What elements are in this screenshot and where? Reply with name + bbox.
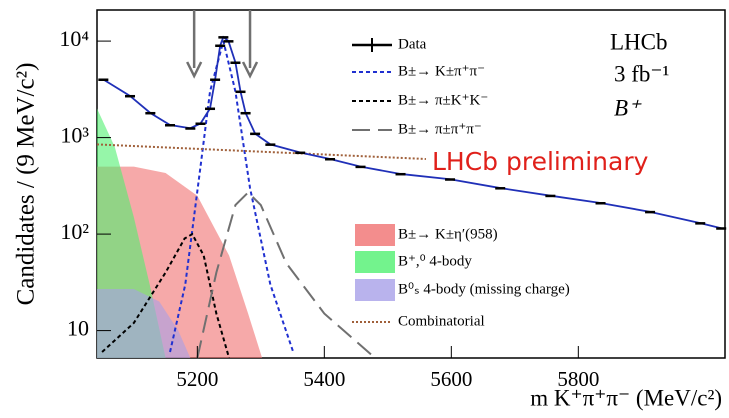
- data-point: [445, 178, 456, 181]
- legend-label: B⁰ₛ 4-body (missing charge): [398, 281, 570, 297]
- data-point: [210, 78, 221, 81]
- curve: [96, 143, 426, 161]
- legend-label: B±→ π±π⁺π⁻: [398, 121, 482, 137]
- data-point: [325, 158, 336, 161]
- point-layer: [98, 36, 727, 230]
- y-tick-label: 10³: [60, 123, 89, 148]
- area: [97, 288, 191, 358]
- data-point: [495, 187, 506, 190]
- curve: [196, 191, 376, 359]
- legend-label: B±→ π±K⁺K⁻: [398, 92, 488, 108]
- data-point: [185, 127, 196, 130]
- legend-swatch: [355, 224, 395, 246]
- curve: [169, 40, 295, 353]
- data-point: [195, 122, 206, 125]
- y-axis-label: Candidates / (9 MeV/c²): [13, 63, 40, 306]
- data-point: [230, 61, 241, 65]
- data-point: [145, 111, 156, 115]
- data-point: [695, 222, 706, 225]
- y-tick-label: 10⁴: [59, 26, 89, 51]
- data-point: [205, 107, 216, 111]
- data-point: [595, 202, 606, 205]
- y-tick-label: 10: [67, 316, 89, 341]
- data-point: [355, 165, 366, 169]
- watermark: LHCb preliminary: [432, 147, 649, 176]
- legend-label: Combinatorial: [398, 313, 485, 329]
- data-point: [645, 210, 656, 214]
- data-point: [223, 40, 234, 43]
- data-point: [215, 44, 226, 48]
- data-point: [250, 132, 261, 136]
- data-point: [295, 151, 306, 155]
- data-point: [125, 94, 136, 98]
- y-tick-label: 10²: [60, 219, 89, 244]
- legend-label: Data: [398, 36, 427, 52]
- data-point: [545, 194, 556, 198]
- data-point: [98, 78, 109, 81]
- x-tick-label: 5800: [557, 367, 599, 391]
- data-point: [235, 90, 246, 94]
- arrow-head: [241, 61, 259, 79]
- legend-label: B⁺,⁰ 4-body: [398, 253, 472, 269]
- x-tick-label: 5200: [176, 367, 218, 391]
- annotation: B⁺: [614, 95, 642, 120]
- data-point: [240, 111, 251, 115]
- legend-label: B±→ K±π⁺π⁻: [398, 63, 485, 79]
- data-point: [265, 143, 276, 146]
- data-point: [716, 227, 727, 230]
- curve: [101, 232, 231, 359]
- x-axis-label: m K⁺π⁺π⁻ (MeV/c²): [530, 385, 722, 410]
- x-tick-label: 5400: [303, 367, 345, 391]
- annotation: 3 fb⁻¹: [614, 61, 670, 86]
- legend-swatch: [355, 279, 395, 301]
- arrow-head: [186, 61, 203, 79]
- legend-swatch: [355, 251, 395, 273]
- x-tick-label: 5600: [430, 367, 472, 391]
- data-point: [218, 36, 229, 39]
- data-point: [165, 124, 176, 127]
- annotation: LHCb: [610, 29, 668, 54]
- legend-label: B±→ K±η′(958): [398, 226, 498, 242]
- data-point: [395, 172, 406, 176]
- fill-layer: [97, 108, 263, 358]
